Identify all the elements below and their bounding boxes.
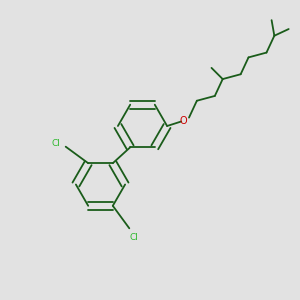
Text: O: O — [180, 116, 188, 126]
Text: Cl: Cl — [52, 139, 61, 148]
Text: Cl: Cl — [129, 233, 138, 242]
